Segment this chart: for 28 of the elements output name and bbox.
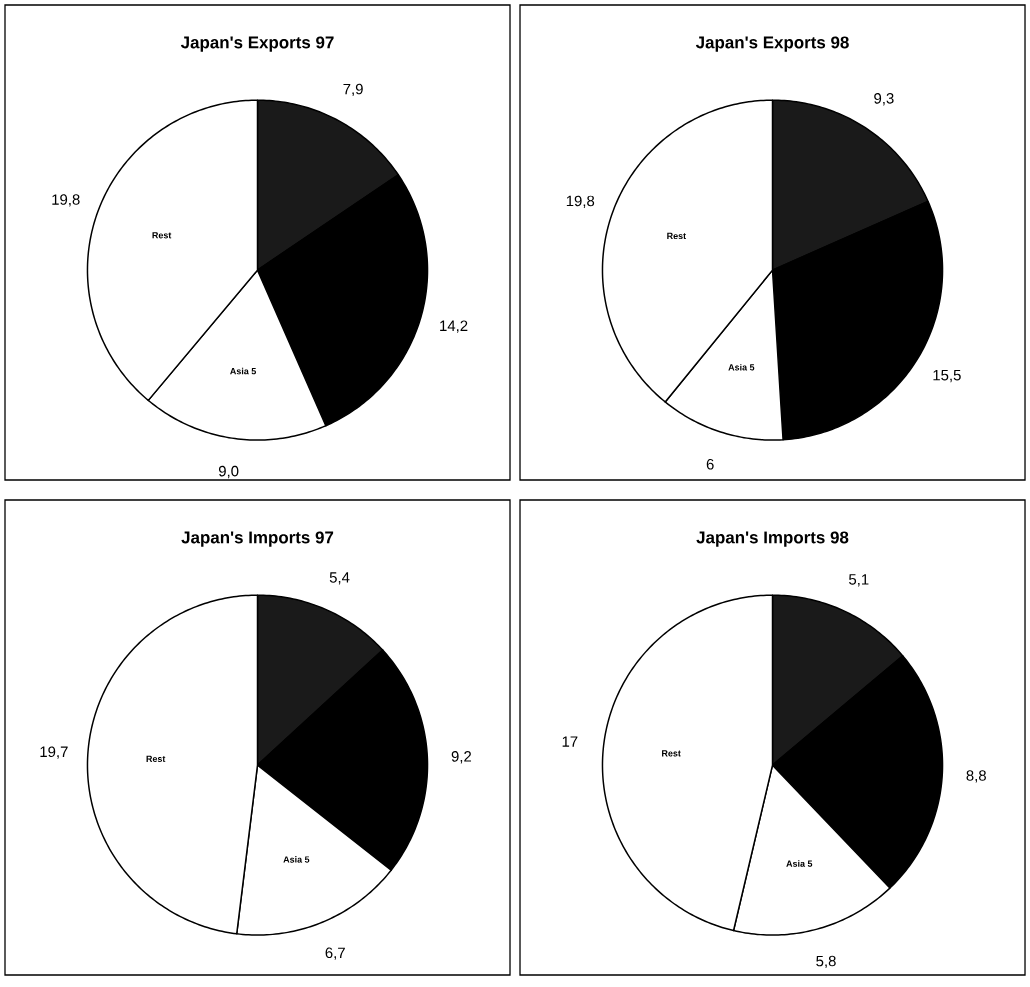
data-label: 7,9 xyxy=(343,83,363,97)
data-label: 5,4 xyxy=(329,572,350,585)
slice-label: Asia 5 xyxy=(283,856,310,863)
data-label: 15,5 xyxy=(933,369,961,383)
chart-title: Japan's Imports 97 xyxy=(181,531,334,547)
slice-label: Asia 5 xyxy=(728,363,755,371)
data-label: 14,2 xyxy=(440,320,468,333)
data-label: 17 xyxy=(562,736,578,747)
chart-title: Japan's Imports 98 xyxy=(696,531,849,547)
slice-label: Asia 5 xyxy=(230,367,257,375)
data-label: 19,7 xyxy=(40,746,68,759)
chart-title: Japan's Exports 98 xyxy=(695,36,849,52)
slice-label: Rest xyxy=(152,232,172,239)
data-label: 6,7 xyxy=(325,947,345,960)
slice-label: Rest xyxy=(146,755,166,762)
data-label: 6 xyxy=(706,459,714,470)
data-label: 9,2 xyxy=(451,751,472,764)
data-label: 9,3 xyxy=(874,93,894,106)
data-label: 8,8 xyxy=(966,770,986,783)
data-label: 5,8 xyxy=(816,955,836,969)
slice-label: Rest xyxy=(667,232,686,240)
slice-label: Asia 5 xyxy=(786,860,813,867)
data-label: 9,0 xyxy=(218,465,239,479)
chart-title: Japan's Exports 97 xyxy=(180,36,334,52)
slice-label: Rest xyxy=(662,750,681,757)
data-label: 19,8 xyxy=(566,195,595,208)
data-label: 19,8 xyxy=(52,194,80,207)
data-label: 5,1 xyxy=(848,574,869,587)
